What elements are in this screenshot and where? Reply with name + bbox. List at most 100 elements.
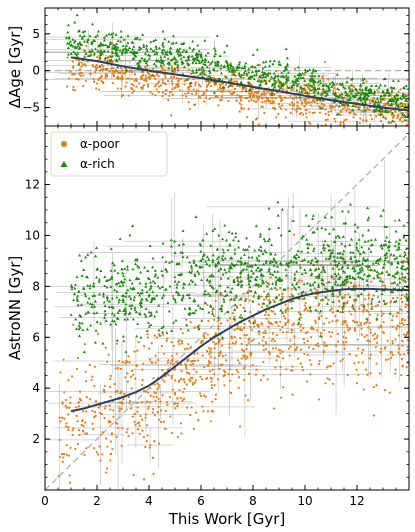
point-alpha-poor <box>205 89 208 92</box>
point-alpha-rich <box>133 50 137 54</box>
point-alpha-poor <box>84 79 87 83</box>
point-alpha-rich <box>149 40 153 44</box>
point-alpha-rich <box>308 68 312 71</box>
point-alpha-poor <box>130 88 134 91</box>
point-alpha-poor <box>281 98 284 101</box>
point-alpha-poor <box>343 347 346 350</box>
point-alpha-rich <box>88 286 92 290</box>
point-alpha-poor <box>141 379 144 382</box>
point-alpha-rich <box>147 294 151 298</box>
point-alpha-poor <box>305 116 308 119</box>
point-alpha-rich <box>131 57 135 60</box>
point-alpha-rich <box>296 73 300 77</box>
point-alpha-poor <box>151 456 155 459</box>
point-alpha-poor <box>332 277 335 281</box>
point-alpha-poor <box>388 128 390 130</box>
point-alpha-poor <box>328 330 331 334</box>
point-alpha-rich <box>361 256 365 260</box>
point-alpha-poor <box>100 75 103 79</box>
point-alpha-poor <box>81 410 85 413</box>
point-alpha-rich <box>90 42 94 45</box>
point-alpha-poor <box>287 308 290 311</box>
point-alpha-poor <box>213 356 216 360</box>
point-alpha-rich <box>322 243 326 246</box>
point-alpha-rich <box>254 268 258 272</box>
point-alpha-poor <box>164 82 167 85</box>
point-alpha-rich <box>203 60 207 63</box>
point-alpha-rich <box>396 96 400 100</box>
point-alpha-rich <box>151 279 155 283</box>
point-alpha-rich <box>90 302 94 306</box>
point-alpha-rich <box>204 259 208 263</box>
point-alpha-poor <box>368 313 372 316</box>
point-alpha-rich <box>265 294 269 298</box>
point-alpha-poor <box>366 373 369 376</box>
point-alpha-poor <box>329 335 332 338</box>
point-alpha-poor <box>176 404 179 408</box>
point-alpha-rich <box>211 67 215 71</box>
point-alpha-rich <box>366 228 370 232</box>
point-alpha-poor <box>179 363 183 366</box>
point-alpha-poor <box>253 319 256 322</box>
point-alpha-poor <box>237 386 240 389</box>
point-alpha-poor <box>111 69 114 73</box>
point-alpha-poor <box>345 109 348 112</box>
point-alpha-poor <box>168 395 171 399</box>
point-alpha-poor <box>189 320 192 324</box>
point-alpha-poor <box>368 99 371 102</box>
point-alpha-rich <box>269 287 273 290</box>
point-alpha-rich <box>183 307 187 310</box>
point-alpha-poor <box>281 295 284 298</box>
point-alpha-poor <box>71 433 74 437</box>
point-alpha-rich <box>386 110 390 114</box>
point-alpha-rich <box>389 252 393 256</box>
point-alpha-rich <box>386 100 390 104</box>
point-alpha-poor <box>395 130 397 132</box>
point-alpha-rich <box>191 69 195 72</box>
point-alpha-rich <box>393 280 397 284</box>
point-alpha-rich <box>247 76 251 80</box>
point-alpha-poor <box>344 336 347 340</box>
point-alpha-rich <box>308 283 312 287</box>
point-alpha-poor <box>179 327 182 331</box>
point-alpha-poor <box>88 363 91 367</box>
point-alpha-rich <box>206 79 210 83</box>
point-alpha-rich <box>402 223 406 227</box>
point-alpha-rich <box>375 317 379 320</box>
point-alpha-rich <box>317 283 321 286</box>
point-alpha-poor <box>81 419 84 422</box>
point-alpha-poor <box>142 478 146 481</box>
point-alpha-rich <box>125 44 129 47</box>
point-alpha-rich <box>161 43 165 46</box>
point-alpha-poor <box>97 78 100 81</box>
point-alpha-rich <box>375 270 379 273</box>
point-alpha-rich <box>329 253 333 257</box>
point-alpha-rich <box>185 255 189 259</box>
point-alpha-poor <box>85 44 88 48</box>
point-alpha-poor <box>327 365 330 368</box>
point-alpha-rich <box>267 269 271 273</box>
point-alpha-rich <box>375 97 379 100</box>
point-alpha-rich <box>109 322 113 326</box>
point-alpha-rich <box>211 260 215 264</box>
point-alpha-rich <box>384 243 388 246</box>
point-alpha-rich <box>138 37 142 41</box>
point-alpha-rich <box>189 271 193 274</box>
point-alpha-poor <box>109 377 112 381</box>
point-alpha-poor <box>92 427 95 431</box>
point-alpha-rich <box>126 317 130 321</box>
point-alpha-rich <box>290 299 294 303</box>
point-alpha-rich <box>300 249 304 253</box>
point-alpha-poor <box>140 383 144 387</box>
point-alpha-poor <box>346 302 349 305</box>
point-alpha-poor <box>328 321 331 324</box>
point-alpha-poor <box>140 86 143 89</box>
point-alpha-poor <box>319 100 322 103</box>
point-alpha-poor <box>153 414 157 417</box>
point-alpha-rich <box>128 233 132 237</box>
point-alpha-rich <box>398 238 402 241</box>
point-alpha-rich <box>156 275 160 279</box>
point-alpha-poor <box>203 394 206 397</box>
point-alpha-rich <box>110 296 114 300</box>
point-alpha-poor <box>396 296 399 299</box>
